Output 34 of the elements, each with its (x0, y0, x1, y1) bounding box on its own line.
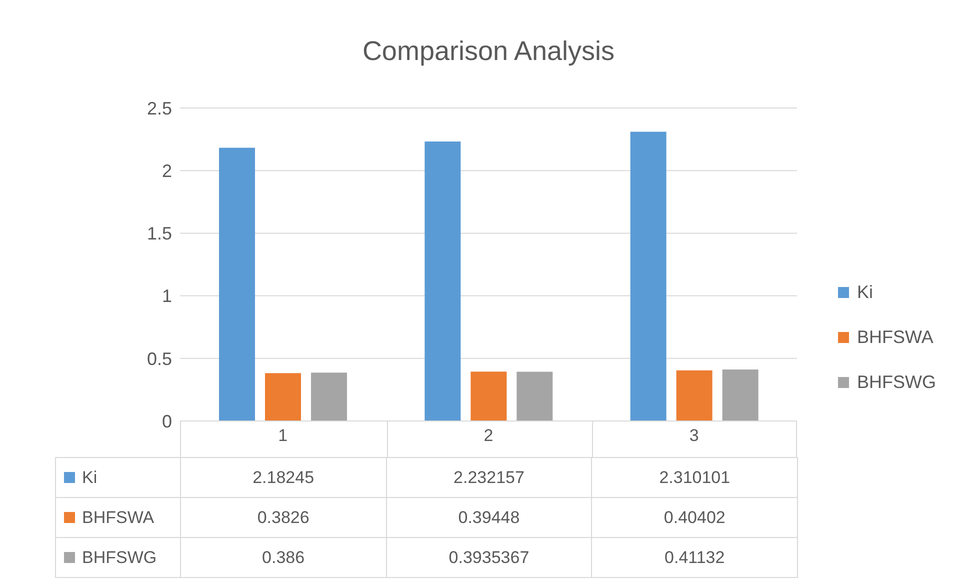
y-tick-label: 1 (162, 286, 172, 306)
data-label: 0.40402 (592, 498, 798, 538)
y-tick-label: 0 (162, 411, 172, 432)
bar (470, 372, 507, 421)
bar (676, 370, 712, 421)
data-label: 0.39448 (386, 498, 592, 538)
bar (722, 370, 758, 421)
x-tick-label: 1 (278, 426, 288, 446)
y-tick-label: 2 (162, 160, 172, 181)
bar (311, 372, 347, 421)
bar (516, 372, 553, 421)
legend-label: BHFSWG (857, 372, 936, 393)
text: Ki (857, 282, 874, 302)
y-tick-label: 0.5 (146, 348, 172, 369)
y-tick-label: 1.5 (146, 224, 172, 244)
legend-label: Ki (56, 458, 180, 498)
legend-label: BHFSWA (56, 498, 180, 538)
y-tick-label: 2.5 (146, 98, 172, 118)
text: BHFSWG (82, 548, 157, 566)
data-label: 0.3826 (180, 498, 386, 538)
chart-title: Comparison Analysis (361, 36, 616, 67)
bar (424, 142, 461, 421)
bar (630, 132, 666, 421)
data-label: 2.310101 (592, 458, 798, 498)
data-label: 2.232157 (386, 458, 592, 498)
data-label: 0.3935367 (386, 538, 592, 578)
text: BHFSWA (857, 327, 934, 347)
bar (219, 148, 255, 421)
x-tick-label: 2 (484, 426, 494, 446)
data-label: 2.18245 (180, 458, 386, 498)
bar (265, 373, 301, 421)
x-tick-label: 3 (689, 426, 699, 446)
data-label: 0.41132 (592, 538, 798, 578)
data-label: 0.386 (180, 538, 386, 578)
